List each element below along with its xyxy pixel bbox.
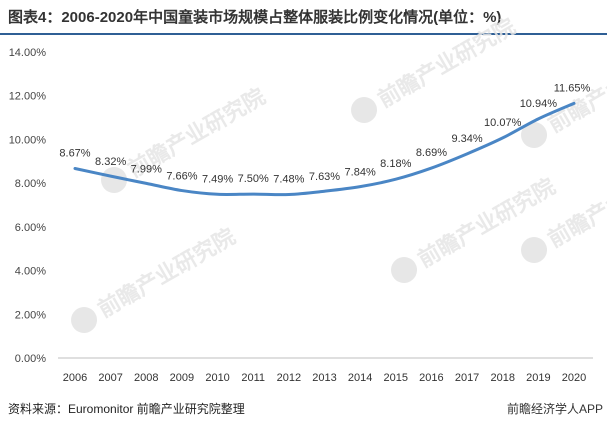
watermark-text: 前瞻产业研究院 [94, 224, 240, 323]
title-divider [0, 33, 607, 35]
y-tick-label: 0.00% [15, 353, 46, 365]
x-tick-label: 2015 [384, 372, 408, 384]
x-tick-label: 2014 [348, 372, 372, 384]
watermark-mark: 前瞻产业研究院 [391, 174, 559, 283]
series-line [73, 101, 576, 197]
source-note: 资料来源：Euromonitor 前瞻产业研究院整理 [8, 402, 245, 416]
x-tick-label: 2012 [277, 372, 301, 384]
x-tick-label: 2010 [205, 372, 229, 384]
x-tick-label: 2013 [312, 372, 336, 384]
watermark-mark: 前瞻产业研究院 [521, 39, 607, 148]
y-tick-label: 2.00% [15, 309, 46, 321]
y-tick-label: 8.00% [15, 178, 46, 190]
data-label: 10.94% [520, 98, 558, 110]
y-tick-label: 12.00% [9, 91, 47, 103]
watermark-mark: 前瞻产业研究院 [351, 14, 520, 124]
x-tick-label: 2019 [526, 372, 550, 384]
x-tick-label: 2008 [134, 372, 158, 384]
brand-label: 前瞻经济学人APP [506, 402, 603, 416]
chart-title: 图表4：2006-2020年中国童装市场规模占整体服装比例变化情况(单位：%) [8, 9, 502, 26]
data-label: 7.84% [345, 167, 376, 179]
data-label: 10.07% [484, 117, 522, 129]
data-label: 8.69% [416, 147, 447, 159]
data-label: 9.34% [451, 133, 482, 145]
data-label: 7.63% [309, 171, 340, 183]
data-label: 7.66% [166, 171, 197, 183]
x-tick-label: 2009 [170, 372, 194, 384]
data-label: 11.65% [554, 82, 591, 94]
data-label: 7.99% [131, 163, 162, 175]
x-tick-label: 2016 [419, 372, 443, 384]
x-tick-label: 2017 [455, 372, 479, 384]
y-tick-label: 10.00% [9, 134, 47, 146]
y-axis-ticks: 0.00% 2.00% 4.00% 6.00% 8.00% 10.00% 12.00% 14.… [9, 47, 47, 365]
data-label: 7.50% [238, 173, 269, 185]
data-label: 7.48% [273, 174, 304, 186]
x-tick-label: 2007 [98, 372, 122, 384]
watermark-text: 前瞻产业研究院 [544, 154, 607, 253]
x-tick-label: 2020 [562, 372, 586, 384]
x-tick-label: 2018 [490, 372, 514, 384]
data-label: 7.49% [202, 173, 233, 185]
y-tick-label: 4.00% [15, 266, 46, 278]
y-tick-label: 14.00% [9, 47, 47, 59]
data-label: 8.32% [95, 156, 126, 168]
data-label: 8.18% [380, 158, 411, 170]
x-axis-ticks: 2006 2007 2008 2009 2010 2011 2012 2013 2014 2015… [63, 372, 586, 384]
x-tick-label: 2011 [241, 372, 265, 384]
watermark-mark: 前瞻产业研究院 [71, 224, 240, 333]
data-label: 8.67% [59, 147, 90, 159]
x-tick-label: 2006 [63, 372, 87, 384]
y-tick-label: 6.00% [15, 222, 46, 234]
data-labels: 8.67% 8.32% 7.99% 7.66% 7.49% 7.50% 7.48% 7.63%… [59, 82, 590, 185]
watermark-text: 前瞻产业研究院 [374, 14, 520, 113]
